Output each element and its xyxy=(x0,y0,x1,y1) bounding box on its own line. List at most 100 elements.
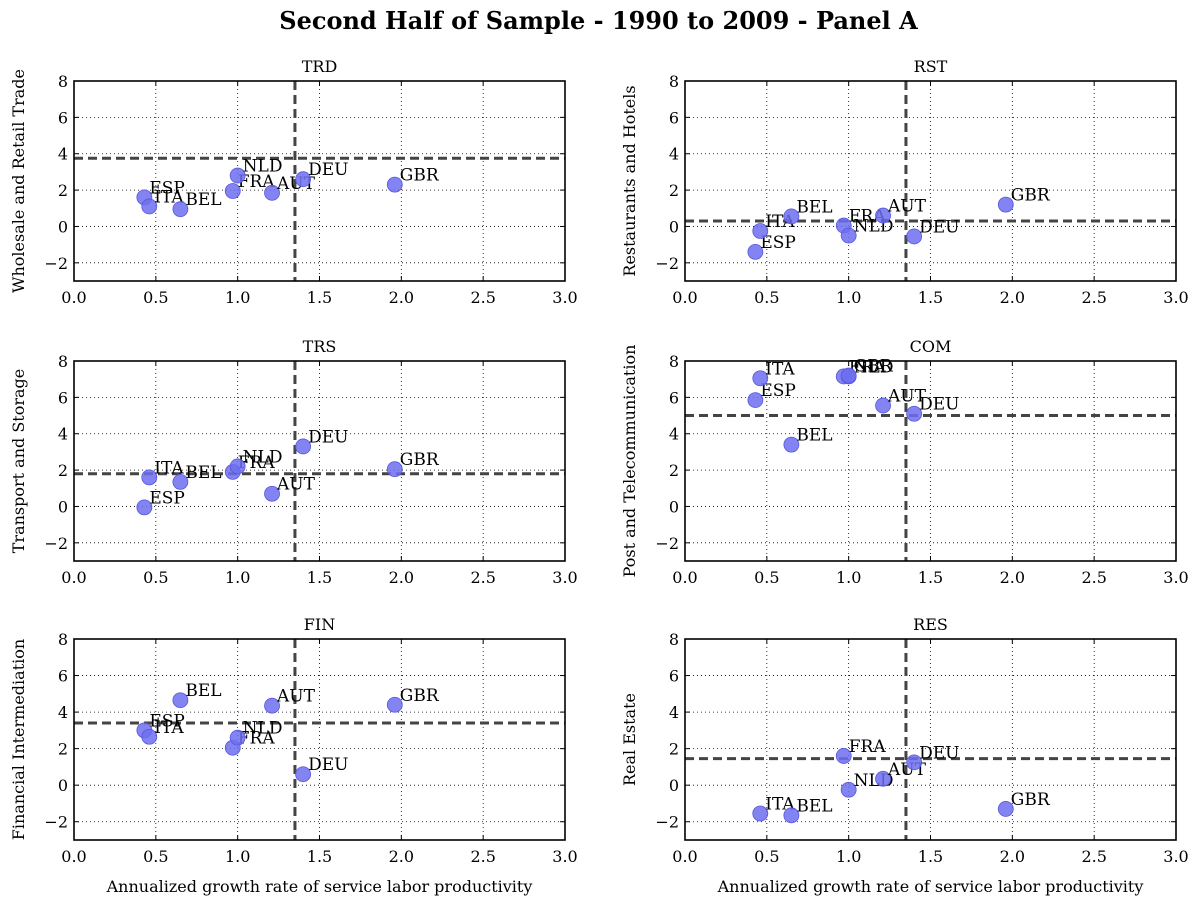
point-label-nld: NLD xyxy=(243,447,283,467)
y-tick-label: 8 xyxy=(58,352,68,371)
y-tick-label: 2 xyxy=(669,740,679,759)
y-tick-label: 4 xyxy=(58,425,68,444)
data-point-bel xyxy=(783,208,800,225)
y-tick-label: 6 xyxy=(58,667,68,686)
point-label-deu: DEU xyxy=(308,755,348,775)
x-tick-label: 3.0 xyxy=(552,288,577,307)
data-point-gbr xyxy=(997,196,1014,213)
x-tick-label: 2.5 xyxy=(470,288,495,307)
data-point-nld xyxy=(840,227,857,244)
x-tick-label: 1.0 xyxy=(225,288,250,307)
y-tick-label: 6 xyxy=(669,667,679,686)
data-point-gbr xyxy=(386,176,403,193)
x-tick-label: 0.5 xyxy=(143,847,168,866)
data-point-fra xyxy=(224,183,241,199)
point-label-bel: BEL xyxy=(796,197,832,217)
axes-frame xyxy=(73,80,566,282)
data-point-bel xyxy=(172,474,189,490)
point-label-deu: DEU xyxy=(919,217,959,237)
x-tick-label: 1.5 xyxy=(307,847,332,866)
panel-trs: 0.0 0.5 1.0 1.5 2.0 2.5 3.0 −2 0 2 4 6 8 ESP ITA BEL FRA… xyxy=(9,337,578,587)
y-tick-label: 0 xyxy=(58,217,68,236)
y-axis-label: Wholesale and Retail Trade xyxy=(9,69,28,293)
x-tick-label: 0.0 xyxy=(672,847,697,866)
point-label-nld: NLD xyxy=(243,157,283,177)
data-point-deu xyxy=(295,766,312,783)
data-point-aut xyxy=(875,397,891,414)
point-label-ita: ITA xyxy=(154,458,184,478)
point-label-fra: FRA xyxy=(238,172,276,192)
y-tick-label: 0 xyxy=(58,776,68,795)
y-tick-label: 8 xyxy=(669,72,679,91)
y-tick-label: 2 xyxy=(669,461,679,480)
x-tick-label: 2.0 xyxy=(1000,568,1025,587)
y-tick-label: −2 xyxy=(44,813,68,832)
data-point-aut xyxy=(264,184,280,201)
y-tick-label: 0 xyxy=(669,776,679,795)
point-label-gbr: GBR xyxy=(400,450,440,470)
x-tick-label: 1.0 xyxy=(225,568,250,587)
x-tick-label: 1.0 xyxy=(836,288,861,307)
data-point-fra xyxy=(835,748,852,764)
axes-frame xyxy=(684,360,1177,562)
x-tick-label: 2.5 xyxy=(470,847,495,866)
y-tick-label: 2 xyxy=(58,461,68,480)
y-tick-label: −2 xyxy=(44,254,68,273)
x-tick-label: 2.0 xyxy=(389,847,414,866)
point-label-fra: FRA xyxy=(238,729,276,749)
y-tick-label: 4 xyxy=(669,425,679,444)
y-axis-label: Restaurants and Hotels xyxy=(620,85,639,276)
data-point-gbr xyxy=(386,461,403,478)
panel-title: FIN xyxy=(304,615,335,634)
x-tick-label: 0.0 xyxy=(61,847,86,866)
data-point-nld xyxy=(229,458,246,475)
point-label-bel: BEL xyxy=(796,426,832,446)
point-label-aut: AUT xyxy=(887,197,927,217)
x-tick-label: 3.0 xyxy=(552,568,577,587)
panel-title: RST xyxy=(914,57,948,76)
data-point-ita xyxy=(141,728,158,745)
data-point-esp xyxy=(747,244,764,260)
data-point-nld xyxy=(840,781,857,798)
x-tick-label: 3.0 xyxy=(1163,288,1188,307)
point-label-nld: NLD xyxy=(243,719,283,739)
data-point-esp xyxy=(136,499,153,516)
x-tick-label: 1.5 xyxy=(307,568,332,587)
point-label-gbr: GBR xyxy=(854,357,894,377)
point-label-esp: ESP xyxy=(149,488,185,508)
x-tick-label: 0.5 xyxy=(143,568,168,587)
point-label-deu: DEU xyxy=(308,427,348,447)
point-label-deu: DEU xyxy=(919,743,959,763)
panel-title: TRD xyxy=(302,57,338,76)
point-label-esp: ESP xyxy=(760,233,796,253)
x-tick-label: 1.0 xyxy=(836,568,861,587)
point-label-aut: AUT xyxy=(276,475,316,495)
data-point-deu xyxy=(906,405,923,422)
point-label-fra: FRA xyxy=(849,357,887,377)
x-tick-label: 1.0 xyxy=(225,847,250,866)
y-tick-label: 4 xyxy=(58,145,68,164)
x-tick-label: 0.0 xyxy=(61,568,86,587)
data-point-esp xyxy=(747,392,764,408)
x-tick-label: 1.0 xyxy=(836,847,861,866)
y-tick-label: −2 xyxy=(655,254,679,273)
point-label-bel: BEL xyxy=(796,796,832,816)
y-tick-label: 8 xyxy=(58,72,68,91)
data-point-bel xyxy=(783,807,800,824)
point-label-esp: ESP xyxy=(149,711,185,731)
x-axis-label: Annualized growth rate of service labor … xyxy=(106,877,533,896)
x-tick-label: 2.0 xyxy=(1000,288,1025,307)
y-tick-label: −2 xyxy=(655,534,679,553)
y-tick-label: 8 xyxy=(669,630,679,649)
x-tick-label: 0.0 xyxy=(672,568,697,587)
y-axis-label: Real Estate xyxy=(620,693,639,786)
y-tick-label: 0 xyxy=(669,217,679,236)
data-point-ita xyxy=(752,805,769,822)
data-point-bel xyxy=(172,201,189,218)
data-point-ita xyxy=(141,469,158,486)
y-tick-label: 2 xyxy=(669,181,679,200)
data-point-gbr xyxy=(840,367,857,384)
